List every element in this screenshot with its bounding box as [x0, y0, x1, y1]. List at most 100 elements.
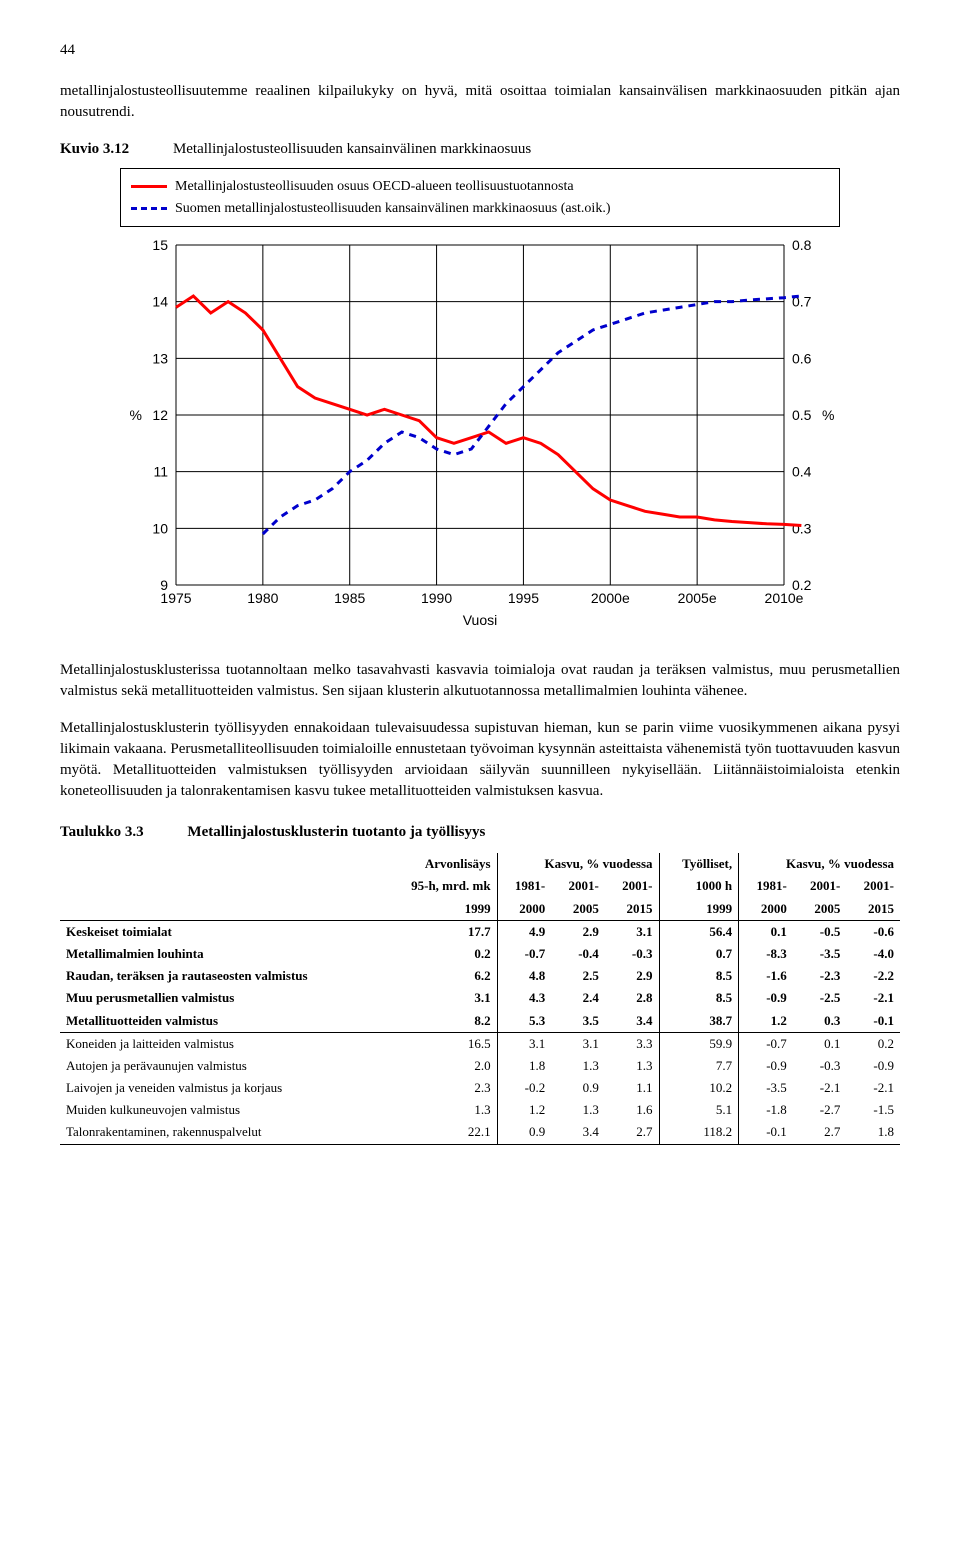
- table-cell: 1.8: [497, 1055, 551, 1077]
- table-cell: 3.1: [381, 987, 497, 1009]
- table-cell: -3.5: [793, 943, 847, 965]
- svg-text:2005e: 2005e: [678, 590, 717, 606]
- col-sub: 2005: [551, 898, 605, 921]
- table-row: Autojen ja perävaunujen valmistus2.01.81…: [60, 1055, 900, 1077]
- svg-text:1980: 1980: [247, 590, 278, 606]
- table-cell: 1.2: [739, 1010, 793, 1033]
- table-row: Laivojen ja veneiden valmistus ja korjau…: [60, 1077, 900, 1099]
- svg-text:0.2: 0.2: [792, 577, 812, 593]
- table-cell: -4.0: [846, 943, 900, 965]
- intro-paragraph: metallinjalostusteollisuutemme reaalinen…: [60, 81, 900, 123]
- table-cell: 16.5: [381, 1032, 497, 1055]
- table-cell: -2.5: [793, 987, 847, 1009]
- svg-text:0.5: 0.5: [792, 407, 812, 423]
- table-cell: -0.3: [605, 943, 659, 965]
- table-cell: 59.9: [659, 1032, 739, 1055]
- table-cell: 0.9: [497, 1121, 551, 1144]
- col-sub: 2001-: [793, 875, 847, 897]
- svg-text:1985: 1985: [334, 590, 365, 606]
- col-head: Kasvu, % vuodessa: [739, 853, 900, 875]
- table-cell: 1.2: [497, 1099, 551, 1121]
- table-cell: Koneiden ja laitteiden valmistus: [60, 1032, 381, 1055]
- col-sub: 2000: [739, 898, 793, 921]
- table-cell: 8.5: [659, 965, 739, 987]
- legend-swatch-solid: [131, 185, 167, 188]
- col-sub: 1981-: [497, 875, 551, 897]
- col-head: Kasvu, % vuodessa: [497, 853, 659, 875]
- col-head: Arvonlisäys: [381, 853, 497, 875]
- legend-label: Metallinjalostusteollisuuden osuus OECD-…: [175, 177, 574, 197]
- col-sub: 1000 h: [659, 875, 739, 897]
- svg-text:1990: 1990: [421, 590, 452, 606]
- table-cell: 38.7: [659, 1010, 739, 1033]
- table-cell: 3.4: [605, 1010, 659, 1033]
- table-cell: Metallituotteiden valmistus: [60, 1010, 381, 1033]
- table-cell: -2.3: [793, 965, 847, 987]
- kuvio-heading: Kuvio 3.12 Metallinjalostusteollisuuden …: [60, 139, 900, 160]
- col-sub: 1999: [381, 898, 497, 921]
- table-cell: 6.2: [381, 965, 497, 987]
- svg-text:10: 10: [152, 521, 168, 537]
- table-cell: -1.8: [739, 1099, 793, 1121]
- col-sub: 95-h, mrd. mk: [381, 875, 497, 897]
- table-cell: 2.5: [551, 965, 605, 987]
- table-cell: -3.5: [739, 1077, 793, 1099]
- col-sub: 2001-: [846, 875, 900, 897]
- data-table: Arvonlisäys Kasvu, % vuodessa Työlliset,…: [60, 853, 900, 1144]
- col-sub: 2015: [605, 898, 659, 921]
- chart-legend: Metallinjalostusteollisuuden osuus OECD-…: [120, 168, 840, 227]
- table-cell: 1.3: [551, 1099, 605, 1121]
- table-cell: -0.7: [739, 1032, 793, 1055]
- table-cell: 2.4: [551, 987, 605, 1009]
- table-row: Talonrakentaminen, rakennuspalvelut22.10…: [60, 1121, 900, 1144]
- legend-swatch-dash: [131, 207, 167, 210]
- table-row: Metallituotteiden valmistus8.25.33.53.43…: [60, 1010, 900, 1033]
- table-cell: 8.2: [381, 1010, 497, 1033]
- table-cell: 8.5: [659, 987, 739, 1009]
- svg-text:12: 12: [152, 407, 168, 423]
- svg-text:%: %: [130, 407, 142, 423]
- table-row: Metallimalmien louhinta0.2-0.7-0.4-0.30.…: [60, 943, 900, 965]
- table-cell: Metallimalmien louhinta: [60, 943, 381, 965]
- legend-label: Suomen metallinjalostusteollisuuden kans…: [175, 199, 610, 219]
- table-cell: 1.6: [605, 1099, 659, 1121]
- table-cell: 56.4: [659, 920, 739, 943]
- taulukko-label: Taulukko 3.3: [60, 824, 144, 840]
- table-cell: 3.1: [551, 1032, 605, 1055]
- table-cell: 2.8: [605, 987, 659, 1009]
- table-cell: 5.3: [497, 1010, 551, 1033]
- svg-text:13: 13: [152, 351, 168, 367]
- table-cell: 0.7: [659, 943, 739, 965]
- table-cell: Autojen ja perävaunujen valmistus: [60, 1055, 381, 1077]
- table-cell: 1.3: [605, 1055, 659, 1077]
- table-row: Muu perusmetallien valmistus3.14.32.42.8…: [60, 987, 900, 1009]
- table-cell: -0.3: [793, 1055, 847, 1077]
- table-cell: Talonrakentaminen, rakennuspalvelut: [60, 1121, 381, 1144]
- table-cell: 0.2: [381, 943, 497, 965]
- table-cell: -0.6: [846, 920, 900, 943]
- table-header-row: 1999 2000 2005 2015 1999 2000 2005 2015: [60, 898, 900, 921]
- col-head: Työlliset,: [659, 853, 739, 875]
- table-cell: -2.1: [846, 987, 900, 1009]
- svg-text:0.6: 0.6: [792, 351, 812, 367]
- table-cell: -0.9: [739, 987, 793, 1009]
- table-cell: -0.9: [739, 1055, 793, 1077]
- table-cell: Laivojen ja veneiden valmistus ja korjau…: [60, 1077, 381, 1099]
- table-cell: -0.2: [497, 1077, 551, 1099]
- table-row: Raudan, teräksen ja rautaseosten valmist…: [60, 965, 900, 987]
- table-cell: 3.5: [551, 1010, 605, 1033]
- table-cell: 5.1: [659, 1099, 739, 1121]
- col-sub: 2001-: [551, 875, 605, 897]
- table-cell: 2.9: [605, 965, 659, 987]
- svg-text:9: 9: [160, 577, 168, 593]
- table-cell: -2.2: [846, 965, 900, 987]
- table-cell: 0.1: [739, 920, 793, 943]
- kuvio-title: Metallinjalostusteollisuuden kansainväli…: [173, 141, 531, 157]
- table-cell: 4.3: [497, 987, 551, 1009]
- body-paragraph: Metallinjalostusklusterin työllisyyden e…: [60, 718, 900, 802]
- table-cell: 0.9: [551, 1077, 605, 1099]
- table-row: Koneiden ja laitteiden valmistus16.53.13…: [60, 1032, 900, 1055]
- chart-container: Metallinjalostusteollisuuden osuus OECD-…: [120, 168, 840, 640]
- table-cell: 2.7: [605, 1121, 659, 1144]
- table-cell: 0.1: [793, 1032, 847, 1055]
